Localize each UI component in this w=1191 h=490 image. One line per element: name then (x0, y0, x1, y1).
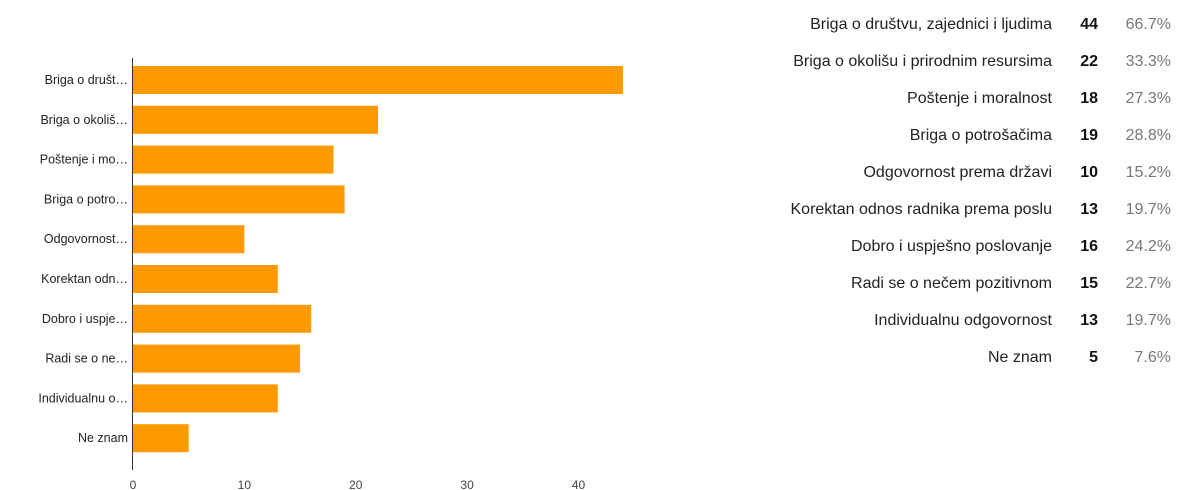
row-label: Ne znam (987, 348, 1052, 366)
row-percentage: 7.6% (1134, 348, 1171, 366)
x-tick-label: 10 (238, 478, 252, 490)
category-label: Odgovornost… (44, 232, 128, 246)
summary-row: Dobro i uspješno poslovanje 16 24.2% (700, 228, 1171, 265)
summary-row: Poštenje i moralnost 18 27.3% (700, 80, 1171, 117)
row-count: 44 (1080, 15, 1098, 33)
row-count: 22 (1080, 52, 1098, 70)
category-label: Radi se o ne… (45, 352, 128, 366)
row-count: 16 (1080, 237, 1098, 255)
row-percentage: 24.2% (1125, 237, 1171, 255)
summary-row: Briga o potrošačima 19 28.8% (700, 117, 1171, 154)
row-label: Briga o potrošačima (909, 126, 1052, 144)
category-label: Dobro i uspje… (42, 312, 128, 326)
row-label: Briga o društvu, zajednici i ljudima (810, 15, 1052, 33)
bar (133, 344, 301, 373)
summary-row: Korektan odnos radnika prema poslu 13 19.7… (700, 191, 1172, 228)
x-tick-label: 0 (130, 478, 137, 490)
category-label: Ne znam (78, 431, 128, 445)
row-percentage: 22.7% (1125, 274, 1171, 292)
bar (133, 66, 623, 94)
summary-row: Briga o društvu, zajednici i ljudima 44 66… (700, 6, 1171, 43)
row-percentage: 66.7% (1125, 15, 1171, 33)
category-label: Korektan odn… (41, 272, 128, 286)
bar (133, 145, 334, 174)
row-label: Korektan odnos radnika prema poslu (790, 200, 1053, 218)
category-label: Poštenje i mo… (40, 153, 128, 167)
row-count: 13 (1080, 311, 1098, 329)
x-tick-label: 30 (460, 478, 474, 490)
bar (133, 185, 345, 214)
summary-row: Briga o okolišu i prirodnim resursima 22 3… (700, 43, 1171, 80)
category-label: Individualnu o… (38, 391, 128, 405)
row-label: Poštenje i moralnost (907, 89, 1052, 107)
category-label: Briga o okoliš… (40, 113, 128, 127)
row-count: 5 (1089, 348, 1098, 366)
bar (133, 384, 278, 413)
summary-row: Radi se o nečem pozitivnom 15 22.7% (700, 265, 1171, 302)
row-count: 15 (1080, 274, 1098, 292)
category-label: Briga o društ… (45, 73, 128, 87)
row-percentage: 19.7% (1125, 311, 1171, 329)
row-label: Dobro i uspješno poslovanje (850, 237, 1052, 255)
row-percentage: 19.7% (1125, 200, 1171, 218)
x-tick-label: 20 (349, 478, 363, 490)
bar-chart: Briga o društ… Briga o okoliš… Poštenje i … (38, 58, 623, 490)
row-label: Individualnu odgovornost (874, 311, 1052, 329)
bar (133, 304, 312, 333)
row-percentage: 15.2% (1125, 163, 1171, 181)
row-percentage: 27.3% (1125, 89, 1171, 107)
bar (133, 265, 278, 293)
x-tick-label: 40 (572, 478, 586, 490)
row-percentage: 28.8% (1125, 126, 1171, 144)
bar (133, 105, 378, 134)
bar (133, 424, 189, 453)
row-label: Briga o okolišu i prirodnim resursima (793, 52, 1052, 70)
summary-row: Individualnu odgovornost 13 19.7% (700, 302, 1171, 339)
row-count: 18 (1080, 89, 1098, 107)
summary-table: Briga o društvu, zajednici i ljudima 44 66… (700, 6, 1172, 376)
row-count: 13 (1080, 200, 1098, 218)
category-label: Briga o potro… (44, 192, 128, 206)
row-label: Odgovornost prema državi (863, 163, 1052, 181)
row-label: Radi se o nečem pozitivnom (851, 274, 1052, 292)
row-percentage: 33.3% (1125, 52, 1171, 70)
row-count: 10 (1080, 163, 1098, 181)
summary-row: Ne znam 5 7.6% (700, 339, 1171, 376)
summary-row: Odgovornost prema državi 10 15.2% (700, 154, 1171, 191)
bar (133, 225, 245, 254)
row-count: 19 (1080, 126, 1098, 144)
